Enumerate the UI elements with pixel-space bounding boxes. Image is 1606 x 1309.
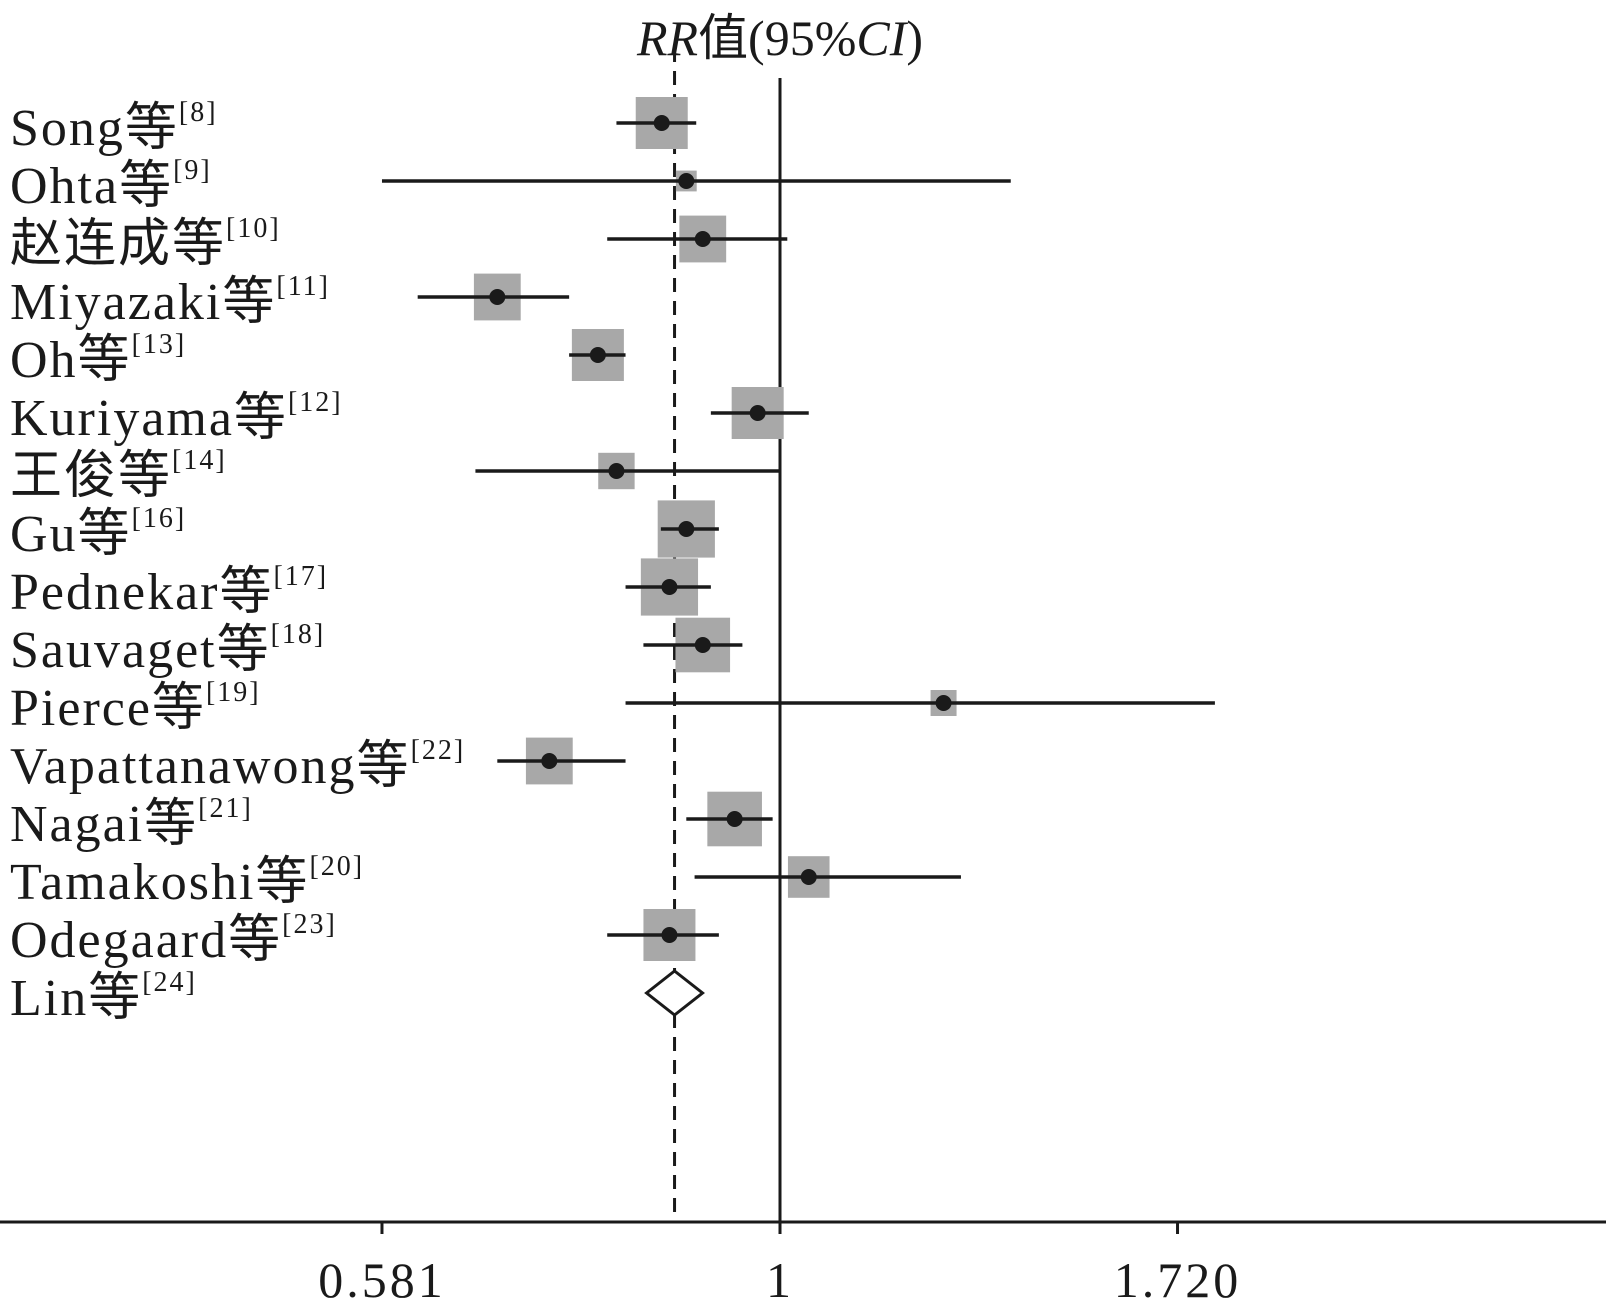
study-label: Vapattanawong等[22]: [10, 735, 465, 795]
point-estimate: [694, 637, 711, 653]
point-estimate: [678, 521, 695, 537]
study-name: Song等: [10, 100, 179, 157]
study-name: Tamakoshi等: [10, 854, 309, 911]
study-reference: [23]: [282, 909, 337, 940]
study-label: Nagai等[21]: [10, 793, 253, 853]
study-name: Kuriyama等: [10, 390, 288, 447]
study-reference: [18]: [271, 619, 326, 650]
x-tick-label: 1: [766, 1252, 794, 1308]
study-label: 王俊等[14]: [10, 445, 227, 505]
pooled-diamond: [644, 969, 705, 1017]
study-name: Lin等: [10, 970, 142, 1027]
study-name: Nagai等: [10, 796, 198, 853]
study-label: Oh等[13]: [10, 329, 186, 389]
study-reference: [8]: [179, 97, 218, 128]
study-reference: [24]: [142, 967, 197, 998]
study-reference: [13]: [132, 329, 187, 360]
study-name: Miyazaki等: [10, 274, 276, 331]
study-reference: [22]: [411, 735, 466, 766]
plot-area: 0.581 1 1.720Song等[8]Ohta等[9]赵连成等[10]Miyaz…: [0, 48, 1606, 1308]
study-label: Song等[8]: [10, 97, 218, 157]
point-estimate: [541, 753, 558, 769]
study-name: Oh等: [10, 332, 132, 389]
point-estimate: [608, 463, 625, 479]
study-label: Lin等[24]: [10, 967, 197, 1027]
study-name: Pednekar等: [10, 564, 273, 621]
study-name: 王俊等: [10, 448, 172, 505]
chart-title: RR值(95%CI): [636, 10, 923, 66]
study-reference: [20]: [309, 851, 364, 882]
study-reference: [19]: [206, 677, 261, 708]
study-reference: [16]: [132, 503, 187, 534]
point-estimate: [749, 405, 766, 421]
chart-title-part: ): [906, 10, 923, 66]
study-reference: [11]: [276, 271, 330, 302]
study-label: Sauvaget等[18]: [10, 619, 325, 679]
study-reference: [9]: [173, 155, 212, 186]
study-name: Ohta等: [10, 158, 173, 215]
study-label: 赵连成等[10]: [10, 213, 281, 273]
study-name: 赵连成等: [10, 216, 226, 273]
point-estimate: [661, 579, 678, 595]
chart-title-part: CI: [856, 10, 908, 66]
study-label: Miyazaki等[11]: [10, 271, 330, 331]
study-reference: [14]: [172, 445, 227, 476]
x-tick-label: 0.581: [318, 1252, 446, 1308]
study-label: Odegaard等[23]: [10, 909, 337, 969]
study-name: Sauvaget等: [10, 622, 271, 679]
chart-title-part: RR: [636, 10, 698, 66]
study-label: Gu等[16]: [10, 503, 186, 563]
study-name: Gu等: [10, 506, 132, 563]
study-reference: [17]: [273, 561, 328, 592]
study-label: Kuriyama等[12]: [10, 387, 343, 447]
study-reference: [10]: [226, 213, 281, 244]
study-name: Odegaard等: [10, 912, 282, 969]
chart-title-part: 值(95%: [698, 10, 856, 66]
point-estimate: [726, 811, 743, 827]
point-estimate: [589, 347, 606, 363]
study-reference: [21]: [198, 793, 253, 824]
study-name: Pierce等: [10, 680, 206, 737]
point-estimate: [800, 869, 817, 885]
study-name: Vapattanawong等: [10, 738, 411, 795]
point-estimate: [694, 231, 711, 247]
study-label: Ohta等[9]: [10, 155, 212, 215]
study-label: Pednekar等[17]: [10, 561, 328, 621]
study-label: Tamakoshi等[20]: [10, 851, 364, 911]
x-tick-label: 1.720: [1114, 1252, 1242, 1308]
point-estimate: [935, 695, 952, 711]
point-estimate: [661, 927, 678, 943]
study-reference: [12]: [288, 387, 343, 418]
study-label: Pierce等[19]: [10, 677, 261, 737]
point-estimate: [489, 289, 506, 305]
point-estimate: [653, 115, 670, 131]
point-estimate: [678, 173, 695, 189]
